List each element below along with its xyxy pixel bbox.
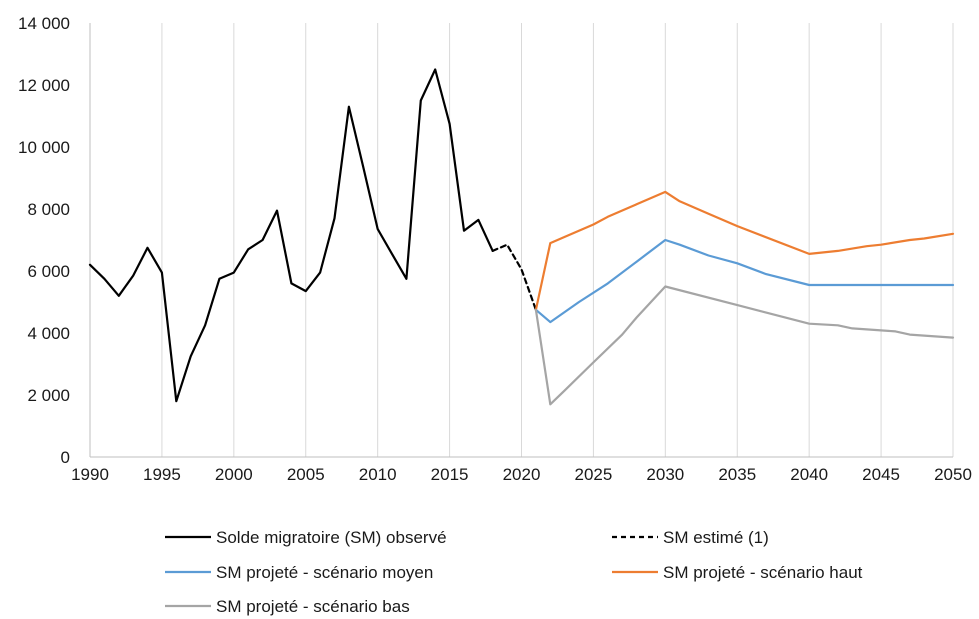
y-tick-label: 2 000 [27,386,70,405]
x-tick-label: 1995 [143,465,181,484]
x-tick-label: 2050 [934,465,972,484]
axes: 0 2 000 4 000 6 000 8 000 10 000 12 000 14 000 1… [18,14,972,484]
x-tick-label: 1990 [71,465,109,484]
y-tick-label: 14 000 [18,14,70,33]
legend-label-4: SM projeté - scénario haut [663,563,863,582]
series-line-3 [534,238,955,324]
x-tick-label: 2030 [646,465,684,484]
y-tick-label: 4 000 [27,324,70,343]
y-tick-label: 8 000 [27,200,70,219]
legend-label-2: SM estimé (1) [663,528,769,547]
series-lines [88,68,955,406]
x-tick-label: 2005 [287,465,325,484]
series-line-1 [88,68,494,403]
series-line-2 [491,243,537,311]
grid-lines [161,23,954,457]
x-tick-label: 2035 [718,465,756,484]
series-line-4 [534,190,955,311]
y-tick-label: 10 000 [18,138,70,157]
x-tick-label: 2010 [359,465,397,484]
y-tick-label: 0 [61,448,70,467]
y-tick-label: 12 000 [18,76,70,95]
x-tick-label: 2020 [503,465,541,484]
x-tick-label: 2040 [790,465,828,484]
legend-label-5: SM projeté - scénario bas [216,597,410,616]
x-tick-label: 2045 [862,465,900,484]
legend: Solde migratoire (SM) observé SM estimé (… [165,528,863,616]
legend-label-3: SM projeté - scénario moyen [216,563,433,582]
x-tick-label: 2015 [431,465,469,484]
legend-label-1: Solde migratoire (SM) observé [216,528,447,547]
x-tick-label: 2000 [215,465,253,484]
y-tick-label: 6 000 [27,262,70,281]
x-tick-label: 2025 [575,465,613,484]
series-line-5 [534,285,955,406]
